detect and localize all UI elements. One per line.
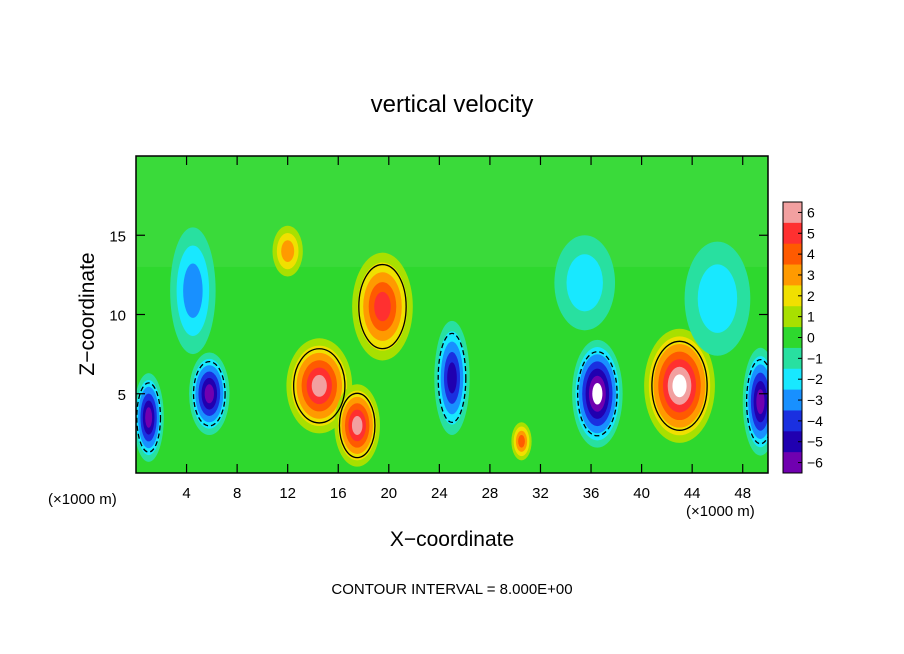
colorbar-label-1: 5 [807, 225, 815, 241]
feature-7-level-4 [447, 362, 457, 394]
x-tick-label-44: 44 [684, 485, 701, 502]
contour-0 [136, 382, 162, 453]
field-feature-0-down [136, 373, 164, 462]
field-feature-7-down [434, 320, 470, 435]
contour-7 [437, 332, 467, 424]
colorbar: 6 5 4 3 2 1 0 −1 −2 −3 −4 −5 −6 [782, 201, 823, 474]
contour-interval-note: CONTOUR INTERVAL = 8.000E+00 [331, 581, 572, 598]
feature-9-level-6 [592, 382, 603, 405]
field-upper-band [136, 156, 768, 267]
field-feature-8-up [511, 422, 532, 461]
feature-6-level-2 [281, 240, 295, 262]
colorbar-swatch-10 [783, 410, 802, 432]
feature-12-level-1 [697, 264, 738, 333]
y-tick-label-5: 5 [118, 387, 126, 404]
contour-10 [651, 340, 708, 431]
contour-3 [292, 348, 346, 424]
x-tick-label-12: 12 [279, 485, 296, 502]
x-unit-left: (×1000 m) [48, 491, 117, 508]
colorbar-swatch-0 [783, 202, 802, 224]
contour-4 [338, 392, 376, 459]
chart-title: vertical velocity [371, 91, 534, 118]
x-tick-label-48: 48 [734, 485, 751, 502]
colorbar-swatch-4 [783, 285, 802, 307]
y-axis-label: Z−coordinate [76, 252, 99, 375]
contour-9 [576, 351, 618, 437]
feature-0-level-5 [145, 407, 153, 428]
field-feature-11-down [742, 347, 768, 456]
feature-2-level-2 [183, 263, 203, 318]
feature-5-level-4 [374, 291, 391, 322]
field-feature-3-up [286, 338, 353, 434]
contour-1 [192, 360, 226, 427]
colorbar-label-2: 4 [807, 246, 815, 262]
field-feature-6-up [272, 225, 303, 277]
x-axis: 4 8 12 16 20 24 28 32 36 40 44 48 [182, 156, 751, 502]
colorbar-label-9: −3 [807, 392, 823, 408]
field-feature-2-down [170, 227, 216, 355]
heatmap-field [136, 156, 768, 473]
feature-4-level-5 [351, 415, 363, 435]
colorbar-label-12: −6 [807, 455, 823, 471]
y-tick-label-10: 10 [109, 308, 126, 325]
feature-3-level-5 [311, 374, 327, 397]
colorbar-label-3: 3 [807, 267, 815, 283]
x-tick-label-8: 8 [233, 485, 241, 502]
x-tick-label-4: 4 [182, 485, 190, 502]
contour-5 [358, 263, 407, 350]
colorbar-swatch-12 [783, 452, 802, 474]
x-tick-label-20: 20 [380, 485, 397, 502]
colorbar-label-5: 1 [807, 309, 815, 325]
feature-1-level-5 [204, 384, 214, 404]
colorbar-swatch-1 [783, 222, 802, 245]
field-feature-1-down [189, 352, 230, 435]
x-tick-label-32: 32 [532, 485, 549, 502]
x-tick-label-28: 28 [482, 485, 499, 502]
contour-lines [136, 263, 768, 459]
feature-10-level-6 [672, 374, 687, 398]
x-unit-right: (×1000 m) [686, 503, 755, 520]
field-feature-12-down [684, 241, 751, 356]
field-feature-4-up [334, 384, 380, 467]
field-feature-9-down [572, 339, 623, 448]
colorbar-label-6: 0 [807, 330, 815, 346]
feature-13-level-1 [566, 254, 603, 312]
y-tick-label-15: 15 [109, 228, 126, 245]
colorbar-swatch-7 [783, 347, 802, 370]
x-tick-label-40: 40 [633, 485, 650, 502]
feature-8-level-3 [518, 434, 525, 448]
x-axis-label: X−coordinate [390, 528, 514, 551]
field-feature-10-up [644, 328, 715, 443]
feature-11-level-5 [756, 389, 765, 415]
colorbar-swatch-3 [783, 264, 802, 286]
field-feature-13-down [554, 235, 616, 331]
colorbar-swatch-6 [783, 327, 802, 349]
x-tick-label-36: 36 [583, 485, 600, 502]
colorbar-swatch-5 [783, 306, 802, 328]
x-tick-label-16: 16 [330, 485, 347, 502]
colorbar-swatch-9 [783, 389, 802, 411]
colorbar-label-8: −2 [807, 371, 823, 387]
colorbar-label-7: −1 [807, 350, 823, 366]
colorbar-label-0: 6 [807, 204, 815, 220]
field-feature-5-up [352, 252, 413, 361]
colorbar-label-11: −5 [807, 434, 823, 450]
colorbar-swatch-8 [783, 368, 802, 391]
y-axis: 5 10 15 [109, 228, 768, 404]
colorbar-swatch-11 [783, 431, 802, 453]
x-tick-label-24: 24 [431, 485, 448, 502]
colorbar-swatch-2 [783, 243, 802, 266]
contour-11 [745, 359, 768, 445]
colorbar-label-10: −4 [807, 413, 823, 429]
colorbar-label-4: 2 [807, 288, 815, 304]
